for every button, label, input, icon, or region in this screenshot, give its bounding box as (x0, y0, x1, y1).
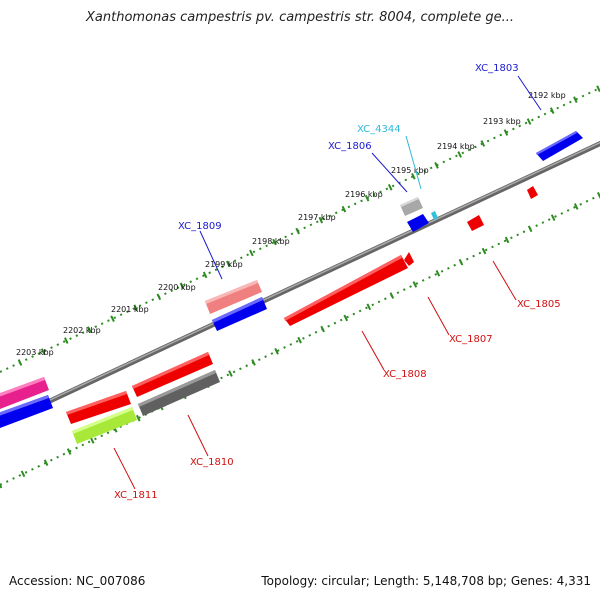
major-tick (89, 437, 95, 444)
gene-pink-salmon[interactable] (205, 280, 262, 314)
major-tick (596, 192, 600, 199)
gene-blue-left[interactable] (0, 395, 53, 428)
gene-xc-1803[interactable] (536, 131, 583, 161)
map-title: Xanthomonas campestris pv. campestris st… (86, 10, 514, 25)
genome-backbone (0, 140, 600, 428)
reverse-features (66, 186, 538, 444)
major-tick (549, 107, 555, 114)
major-tick (87, 326, 92, 333)
gene-magenta-left[interactable] (0, 377, 49, 409)
major-tick (526, 118, 532, 125)
major-tick (389, 292, 395, 299)
gene-xc-1805[interactable] (527, 186, 538, 199)
label-xc-1811: XC_1811 (114, 490, 158, 501)
major-tick (228, 370, 233, 377)
major-tick (573, 203, 579, 210)
major-tick (573, 96, 578, 103)
outer-major-ticks (17, 85, 600, 366)
major-tick (457, 151, 462, 158)
gene-xc-1810[interactable] (132, 352, 213, 397)
callout-lines (113, 75, 542, 490)
gene-xc-1808[interactable] (284, 255, 408, 326)
major-tick (272, 238, 277, 246)
major-tick (295, 227, 300, 235)
tick-label-2198: 2198 kbp (252, 237, 290, 246)
major-tick (343, 314, 349, 322)
tick-labels: 2192 kbp 2193 kbp 2194 kbp 2195 kbp 2196… (16, 91, 566, 357)
major-tick (297, 336, 302, 344)
gene-xc-1806[interactable] (407, 214, 429, 232)
major-tick (504, 236, 510, 244)
tick-label-2194: 2194 kbp (437, 142, 475, 151)
genome-map[interactable]: 2192 kbp 2193 kbp 2194 kbp 2195 kbp 2196… (0, 0, 600, 540)
accession-text: Accession: NC_007086 (9, 574, 146, 588)
gene-labels: XC_1803 XC_4344 XC_1806 XC_1809 XC_1805 … (114, 63, 561, 501)
label-xc-1808: XC_1808 (383, 369, 427, 380)
label-xc-1807: XC_1807 (449, 334, 493, 345)
major-tick (411, 173, 416, 180)
gene-xc-1811[interactable] (66, 391, 131, 424)
gene-red-tiny[interactable] (404, 252, 414, 266)
tick-label-2201: 2201 kbp (111, 305, 149, 314)
major-tick (364, 194, 370, 202)
major-tick (366, 303, 372, 311)
tick-label-2196: 2196 kbp (345, 190, 383, 199)
label-xc-1806: XC_1806 (328, 141, 372, 152)
major-tick (251, 359, 256, 366)
major-tick (179, 282, 185, 290)
major-tick (387, 183, 393, 191)
major-tick (20, 470, 26, 478)
major-tick (0, 482, 3, 489)
tick-label-2192: 2192 kbp (528, 91, 566, 100)
tick-label-2203: 2203 kbp (16, 348, 54, 357)
major-tick (43, 459, 49, 467)
major-tick (481, 247, 487, 255)
major-tick (66, 448, 72, 455)
major-tick (458, 258, 464, 266)
tick-label-2195: 2195 kbp (391, 166, 429, 175)
major-tick (320, 325, 325, 333)
major-tick (434, 162, 439, 169)
label-xc-4344: XC_4344 (357, 124, 401, 135)
major-tick (249, 249, 254, 257)
major-tick (550, 214, 556, 221)
tick-label-2199: 2199 kbp (205, 260, 243, 269)
tick-label-2197: 2197 kbp (298, 213, 336, 222)
gene-xc-1809[interactable] (212, 297, 267, 331)
tick-label-2193: 2193 kbp (483, 117, 521, 126)
major-tick (64, 337, 69, 344)
major-tick (17, 359, 23, 366)
major-tick (318, 216, 324, 224)
major-tick (225, 260, 231, 268)
gene-xc-4344[interactable] (431, 211, 438, 220)
major-tick (341, 205, 347, 213)
outer-tick-ring (0, 87, 600, 373)
forward-features (0, 131, 583, 428)
gene-red-small-a[interactable] (467, 215, 484, 231)
gene-grey-small[interactable] (400, 197, 423, 216)
gene-dark-grey[interactable] (138, 370, 220, 416)
major-tick (136, 414, 141, 422)
major-tick (435, 270, 441, 277)
tick-label-2202: 2202 kbp (63, 326, 101, 335)
major-tick (480, 140, 486, 147)
major-tick (133, 304, 138, 312)
label-xc-1803: XC_1803 (475, 63, 519, 74)
major-tick (202, 271, 208, 279)
gene-lime-green[interactable] (72, 407, 137, 444)
major-tick (110, 315, 115, 323)
summary-text: Topology: circular; Length: 5,148,708 bp… (261, 574, 591, 588)
tick-label-2200: 2200 kbp (158, 283, 196, 292)
inner-major-ticks (0, 192, 600, 489)
label-xc-1809: XC_1809 (178, 221, 222, 232)
major-tick (274, 347, 279, 355)
major-tick (527, 225, 533, 233)
major-tick (412, 281, 418, 288)
major-tick (596, 85, 600, 93)
major-tick (40, 348, 46, 355)
label-xc-1805: XC_1805 (517, 299, 561, 310)
major-tick (503, 129, 509, 136)
label-xc-1810: XC_1810 (190, 457, 234, 468)
major-tick (156, 293, 162, 301)
